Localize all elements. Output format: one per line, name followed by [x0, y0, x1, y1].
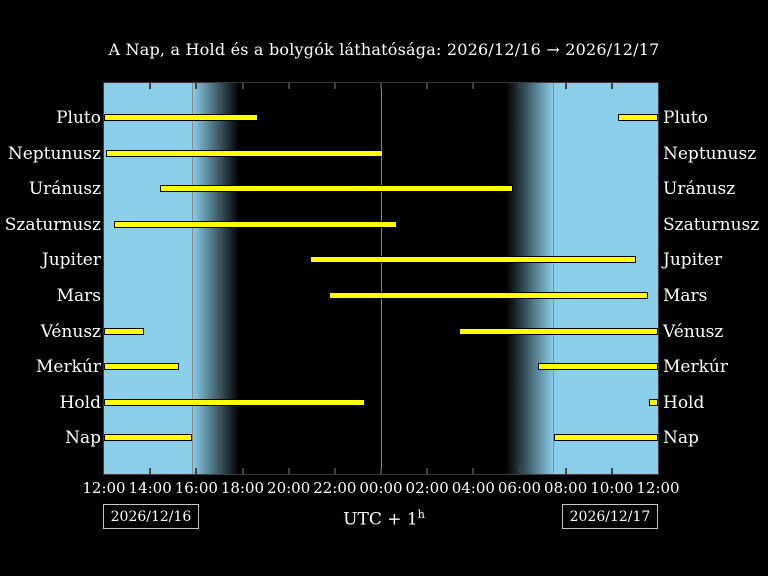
axis-tick-bottom — [149, 468, 152, 474]
row-label-left-pluto: Pluto — [56, 108, 101, 128]
axis-tick-top — [518, 83, 521, 89]
axis-tick-top — [564, 83, 567, 89]
row-label-left-uránusz: Uránusz — [28, 179, 101, 200]
row-label-left-neptunusz: Neptunusz — [7, 143, 101, 164]
date-box-left: 2026/12/16 — [103, 504, 199, 529]
axis-tick-top — [195, 83, 198, 89]
plot-area — [103, 82, 659, 475]
row-label-right-uránusz: Uránusz — [663, 179, 736, 200]
x-axis-label: 12:00 — [82, 479, 126, 497]
axis-tick-bottom — [426, 468, 429, 474]
timezone-superscript: h — [417, 508, 425, 521]
visibility-bar-hold — [649, 398, 658, 406]
chart-title: A Nap, a Hold és a bolygók láthatósága: … — [108, 40, 660, 59]
sunrise-line — [553, 83, 555, 474]
x-axis-label: 04:00 — [451, 479, 495, 497]
date-box-right: 2026/12/17 — [562, 504, 658, 529]
visibility-bar-uránusz — [159, 185, 514, 193]
axis-tick-top — [426, 83, 429, 89]
x-axis-label: 10:00 — [590, 479, 634, 497]
visibility-bar-neptunusz — [106, 149, 383, 157]
axis-tick-top — [380, 83, 382, 89]
visibility-bar-merkúr — [537, 363, 658, 371]
row-label-left-hold: Hold — [59, 392, 101, 413]
axis-tick-bottom — [380, 468, 382, 474]
timezone-label: UTC + 1h — [0, 508, 768, 530]
visibility-bar-jupiter — [310, 256, 637, 264]
visibility-bar-mars — [328, 292, 649, 300]
x-axis-label: 18:00 — [220, 479, 265, 497]
visibility-bar-merkúr — [104, 363, 179, 371]
axis-tick-bottom — [518, 468, 521, 474]
row-label-right-nap: Nap — [663, 428, 699, 449]
row-label-right-neptunusz: Neptunusz — [663, 143, 757, 164]
row-label-left-merkúr: Merkúr — [36, 357, 101, 378]
visibility-bar-szaturnusz — [114, 220, 398, 228]
row-label-right-jupiter: Jupiter — [663, 250, 723, 271]
row-label-left-vénusz: Vénusz — [40, 321, 101, 342]
axis-tick-bottom — [287, 468, 290, 474]
visibility-bar-pluto — [104, 114, 259, 121]
row-label-left-nap: Nap — [65, 428, 101, 449]
row-label-left-mars: Mars — [56, 286, 101, 307]
axis-tick-top — [333, 83, 336, 89]
date-right-label: 2026/12/17 — [569, 508, 651, 525]
x-axis-label: 16:00 — [174, 479, 218, 497]
axis-tick-bottom — [472, 468, 475, 474]
x-axis-label: 08:00 — [544, 479, 588, 497]
axis-tick-bottom — [195, 468, 198, 474]
date-left-label: 2026/12/16 — [110, 508, 192, 525]
axis-tick-top — [241, 83, 244, 89]
visibility-bar-vénusz — [104, 327, 144, 335]
row-label-right-merkúr: Merkúr — [663, 357, 728, 378]
axis-tick-bottom — [241, 468, 244, 474]
timezone-prefix: UTC + 1 — [343, 509, 418, 530]
visibility-bar-nap — [104, 434, 193, 442]
visibility-bar-pluto — [618, 114, 658, 121]
row-label-right-mars: Mars — [663, 286, 708, 307]
axis-tick-bottom — [333, 468, 336, 474]
x-axis-label: 22:00 — [313, 479, 357, 497]
sunset-line — [191, 83, 193, 474]
visibility-bar-nap — [553, 434, 658, 442]
x-axis-label: 12:00 — [636, 479, 680, 497]
x-axis-label: 00:00 — [359, 479, 403, 497]
axis-tick-top — [610, 83, 613, 89]
x-axis-label: 06:00 — [497, 479, 542, 497]
row-label-left-jupiter: Jupiter — [41, 250, 101, 271]
row-label-right-hold: Hold — [663, 392, 705, 413]
row-label-left-szaturnusz: Szaturnusz — [4, 214, 101, 235]
x-axis-label: 20:00 — [267, 479, 311, 497]
visibility-bar-hold — [104, 398, 365, 406]
axis-tick-bottom — [610, 468, 613, 474]
visibility-bar-vénusz — [458, 327, 658, 335]
row-label-right-szaturnusz: Szaturnusz — [663, 214, 760, 235]
axis-tick-top — [149, 83, 152, 89]
midnight-line — [380, 83, 382, 474]
axis-tick-top — [472, 83, 475, 89]
axis-tick-top — [287, 83, 290, 89]
row-label-right-vénusz: Vénusz — [663, 321, 724, 342]
row-label-right-pluto: Pluto — [663, 108, 708, 128]
x-axis-label: 14:00 — [128, 479, 172, 497]
axis-tick-bottom — [564, 468, 567, 474]
x-axis-label: 02:00 — [405, 479, 449, 497]
